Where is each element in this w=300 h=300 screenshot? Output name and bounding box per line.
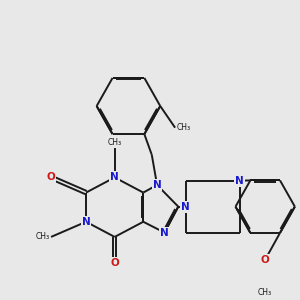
- Text: O: O: [47, 172, 56, 182]
- Text: CH₃: CH₃: [258, 288, 272, 297]
- Text: CH₃: CH₃: [35, 232, 50, 242]
- Text: CH₃: CH₃: [108, 138, 122, 147]
- Text: CH₃: CH₃: [177, 123, 191, 132]
- Text: O: O: [261, 255, 270, 265]
- Text: N: N: [181, 202, 190, 212]
- Text: O: O: [110, 258, 119, 268]
- Text: N: N: [110, 172, 119, 182]
- Text: N: N: [236, 176, 244, 186]
- Text: N: N: [82, 217, 90, 227]
- Text: N: N: [160, 228, 169, 238]
- Text: N: N: [153, 180, 161, 190]
